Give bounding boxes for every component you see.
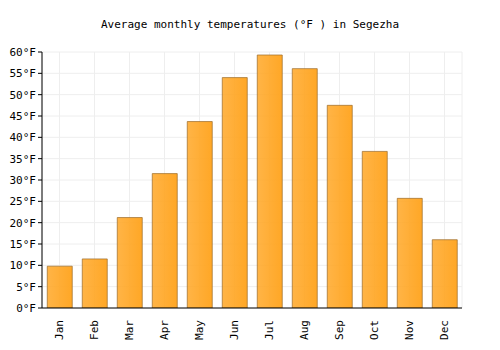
svg-text:40°F: 40°F <box>10 131 37 144</box>
svg-text:Apr: Apr <box>158 320 171 340</box>
svg-text:Nov: Nov <box>403 320 416 340</box>
html-text:Average monthly temperatures (: Average monthly temperatures (°F ) in Se… <box>101 18 399 31</box>
svg-text:Sep: Sep <box>333 320 346 340</box>
svg-text:35°F: 35°F <box>10 153 37 166</box>
svg-text:Jan: Jan <box>53 320 66 340</box>
svg-text:Aug: Aug <box>298 320 311 340</box>
svg-text:50°F: 50°F <box>10 89 37 102</box>
svg-text:15°F: 15°F <box>10 238 37 251</box>
svg-text:30°F: 30°F <box>10 174 37 187</box>
svg-text:60°F: 60°F <box>10 46 37 59</box>
svg-text:0°F: 0°F <box>16 302 36 315</box>
svg-text:Jun: Jun <box>228 320 241 340</box>
svg-text:Mar: Mar <box>123 320 136 340</box>
svg-text:5°F: 5°F <box>16 281 36 294</box>
svg-text:25°F: 25°F <box>10 195 37 208</box>
svg-text:Jul: Jul <box>263 320 276 340</box>
svg-text:45°F: 45°F <box>10 110 37 123</box>
svg-text:55°F: 55°F <box>10 67 37 80</box>
svg-text:Dec: Dec <box>438 320 451 340</box>
svg-text:Feb: Feb <box>88 320 101 340</box>
svg-text:20°F: 20°F <box>10 217 37 230</box>
svg-text:10°F: 10°F <box>10 259 37 272</box>
svg-text:May: May <box>193 320 206 340</box>
svg-text:Oct: Oct <box>368 320 381 340</box>
